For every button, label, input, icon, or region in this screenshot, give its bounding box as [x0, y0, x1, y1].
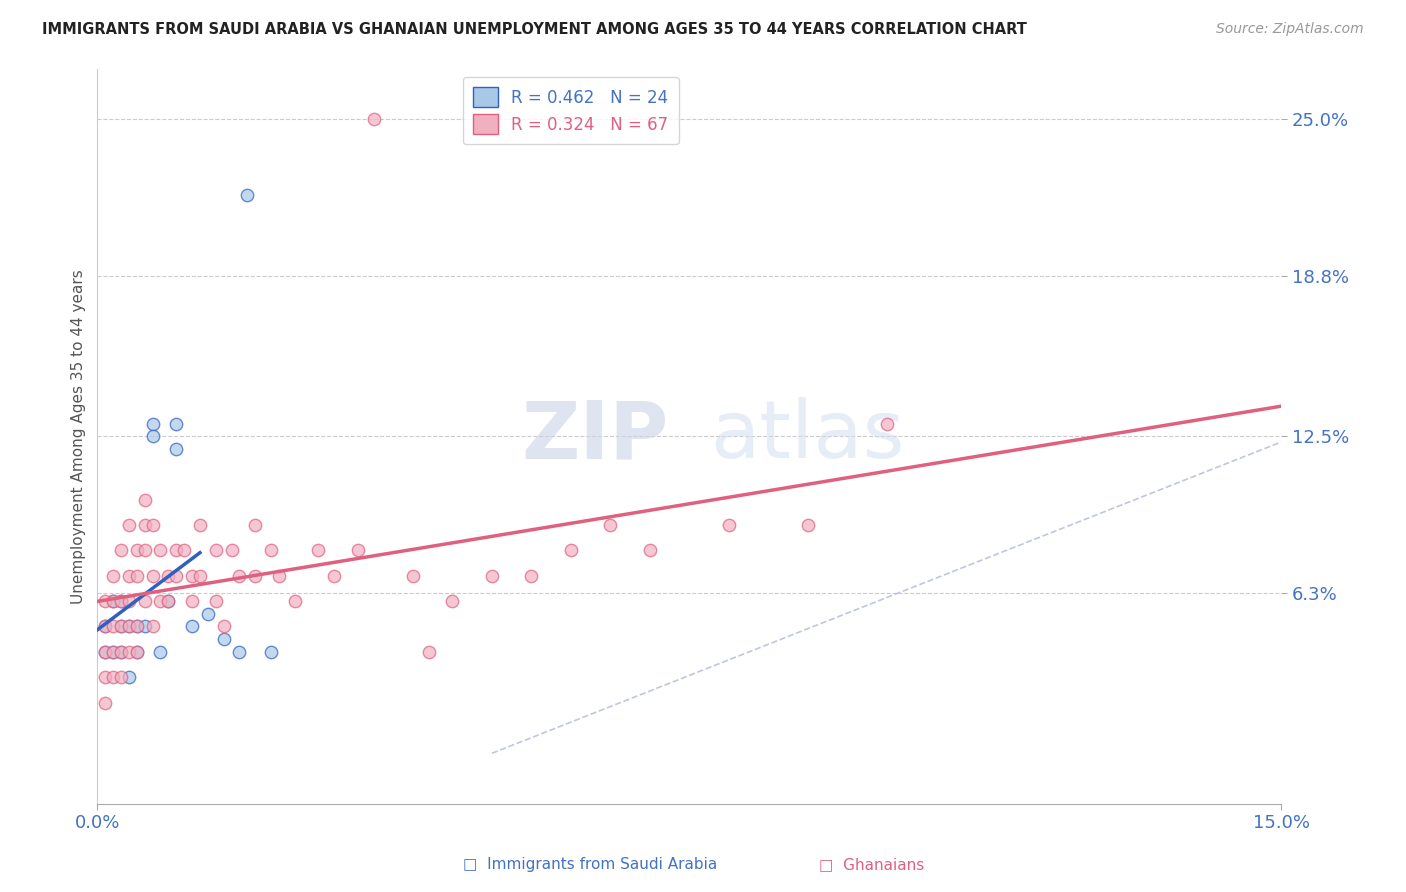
Point	[101, 619, 124, 633]
Text: □  Ghanaians: □ Ghanaians	[820, 857, 924, 872]
Point	[560, 543, 582, 558]
Y-axis label: Unemployment Among Ages 35 to 44 years: Unemployment Among Ages 35 to 44 years	[72, 268, 86, 604]
Point	[260, 645, 283, 659]
Point	[796, 518, 818, 533]
Point	[125, 543, 148, 558]
Point	[142, 619, 165, 633]
Point	[402, 568, 425, 582]
Point	[441, 594, 464, 608]
Point	[157, 568, 180, 582]
Point	[418, 645, 440, 659]
Point	[142, 417, 165, 431]
Point	[110, 645, 132, 659]
Point	[212, 632, 235, 647]
Point	[110, 645, 132, 659]
Point	[134, 619, 156, 633]
Legend: R = 0.462   N = 24, R = 0.324   N = 67: R = 0.462 N = 24, R = 0.324 N = 67	[463, 77, 679, 145]
Point	[197, 607, 219, 621]
Point	[101, 645, 124, 659]
Point	[149, 594, 172, 608]
Point	[118, 518, 141, 533]
Point	[134, 543, 156, 558]
Text: □  Immigrants from Saudi Arabia: □ Immigrants from Saudi Arabia	[464, 857, 717, 872]
Point	[212, 619, 235, 633]
Point	[101, 645, 124, 659]
Point	[94, 670, 117, 684]
Point	[181, 594, 204, 608]
Point	[165, 568, 187, 582]
Point	[638, 543, 661, 558]
Point	[481, 568, 503, 582]
Point	[101, 594, 124, 608]
Point	[228, 568, 250, 582]
Text: IMMIGRANTS FROM SAUDI ARABIA VS GHANAIAN UNEMPLOYMENT AMONG AGES 35 TO 44 YEARS : IMMIGRANTS FROM SAUDI ARABIA VS GHANAIAN…	[42, 22, 1026, 37]
Point	[157, 594, 180, 608]
Point	[520, 568, 543, 582]
Point	[876, 417, 898, 431]
Point	[101, 568, 124, 582]
Point	[228, 645, 250, 659]
Point	[110, 619, 132, 633]
Point	[94, 619, 117, 633]
Point	[125, 645, 148, 659]
Point	[110, 670, 132, 684]
Text: ZIP: ZIP	[522, 397, 668, 475]
Point	[173, 543, 195, 558]
Point	[204, 543, 226, 558]
Point	[307, 543, 329, 558]
Point	[118, 594, 141, 608]
Point	[245, 518, 267, 533]
Point	[110, 594, 132, 608]
Point	[134, 594, 156, 608]
Point	[94, 645, 117, 659]
Point	[181, 568, 204, 582]
Point	[221, 543, 243, 558]
Point	[94, 594, 117, 608]
Point	[94, 619, 117, 633]
Point	[142, 518, 165, 533]
Point	[101, 594, 124, 608]
Point	[149, 543, 172, 558]
Point	[188, 568, 211, 582]
Point	[142, 429, 165, 443]
Point	[165, 442, 187, 456]
Point	[125, 645, 148, 659]
Point	[125, 568, 148, 582]
Point	[236, 188, 259, 202]
Point	[118, 670, 141, 684]
Point	[110, 543, 132, 558]
Point	[118, 619, 141, 633]
Point	[599, 518, 621, 533]
Point	[134, 518, 156, 533]
Point	[717, 518, 740, 533]
Point	[125, 619, 148, 633]
Point	[284, 594, 307, 608]
Point	[260, 543, 283, 558]
Point	[149, 645, 172, 659]
Point	[110, 619, 132, 633]
Point	[110, 594, 132, 608]
Point	[157, 594, 180, 608]
Point	[118, 568, 141, 582]
Point	[101, 670, 124, 684]
Point	[118, 619, 141, 633]
Point	[204, 594, 226, 608]
Point	[181, 619, 204, 633]
Point	[323, 568, 346, 582]
Point	[165, 543, 187, 558]
Point	[125, 619, 148, 633]
Point	[267, 568, 290, 582]
Point	[346, 543, 368, 558]
Text: atlas: atlas	[710, 397, 905, 475]
Point	[245, 568, 267, 582]
Point	[118, 645, 141, 659]
Point	[363, 112, 385, 127]
Point	[188, 518, 211, 533]
Point	[134, 492, 156, 507]
Point	[94, 645, 117, 659]
Point	[165, 417, 187, 431]
Point	[142, 568, 165, 582]
Text: Source: ZipAtlas.com: Source: ZipAtlas.com	[1216, 22, 1364, 37]
Point	[94, 696, 117, 710]
